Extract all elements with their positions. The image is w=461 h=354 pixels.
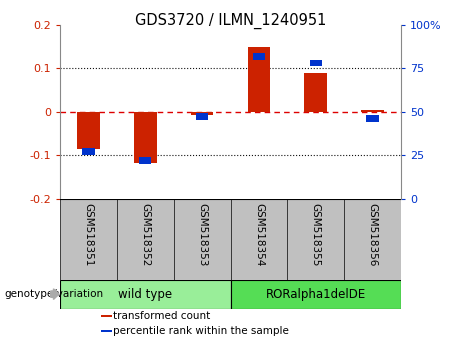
Bar	[82, 148, 95, 155]
Bar	[309, 59, 322, 67]
Text: GSM518351: GSM518351	[83, 202, 94, 266]
Bar	[366, 115, 379, 122]
Bar	[304, 73, 327, 112]
Text: GSM518352: GSM518352	[140, 202, 150, 266]
Bar	[361, 110, 384, 112]
Text: RORalpha1delDE: RORalpha1delDE	[266, 288, 366, 301]
Text: GSM518353: GSM518353	[197, 202, 207, 266]
Text: GDS3720 / ILMN_1240951: GDS3720 / ILMN_1240951	[135, 12, 326, 29]
Text: percentile rank within the sample: percentile rank within the sample	[113, 326, 289, 336]
Bar	[230, 280, 401, 309]
Bar	[101, 315, 112, 317]
Bar	[77, 112, 100, 149]
Text: wild type: wild type	[118, 288, 172, 301]
Bar	[139, 157, 152, 164]
Text: genotype/variation: genotype/variation	[5, 289, 104, 299]
Text: transformed count: transformed count	[113, 311, 210, 321]
Bar	[253, 53, 265, 59]
Text: GSM518355: GSM518355	[311, 202, 321, 266]
Text: GSM518356: GSM518356	[367, 202, 378, 266]
Bar	[101, 330, 112, 332]
Bar	[134, 112, 157, 163]
Bar	[60, 280, 230, 309]
Text: GSM518354: GSM518354	[254, 202, 264, 266]
Bar	[191, 112, 213, 115]
Bar	[248, 46, 270, 112]
Bar	[196, 113, 208, 120]
